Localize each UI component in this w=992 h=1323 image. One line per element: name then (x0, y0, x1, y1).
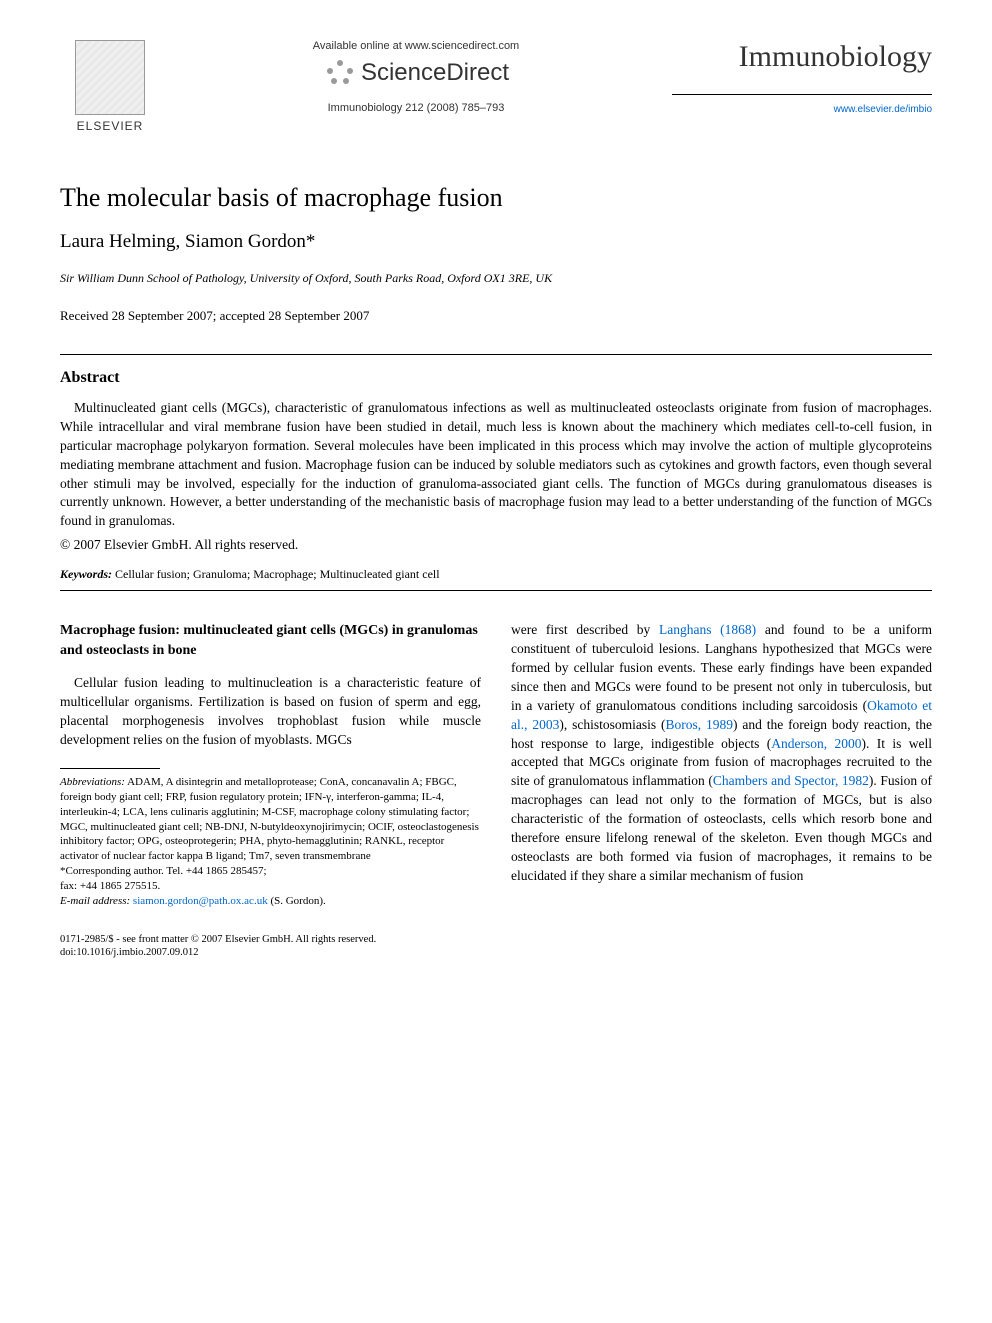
abstract-top-rule (60, 354, 932, 355)
footnote-rule (60, 768, 160, 769)
body-text: ), schistosomiasis ( (559, 717, 665, 732)
email-link[interactable]: siamon.gordon@path.ox.ac.uk (130, 895, 268, 907)
keywords-label: Keywords: (60, 567, 112, 581)
sciencedirect-dots-icon (323, 58, 353, 88)
abstract-heading: Abstract (60, 369, 932, 387)
email-line: E-mail address: siamon.gordon@path.ox.ac… (60, 894, 481, 909)
journal-name: Immunobiology (672, 40, 932, 74)
keywords-text: Cellular fusion; Granuloma; Macrophage; … (112, 567, 440, 581)
body-columns: Macrophage fusion: multinucleated giant … (60, 621, 932, 908)
corresponding-author: *Corresponding author. Tel. +44 1865 285… (60, 864, 481, 879)
doi-line: doi:10.1016/j.imbio.2007.09.012 (60, 946, 932, 960)
journal-link[interactable]: www.elsevier.de/imbio (834, 104, 932, 115)
reference-link[interactable]: Langhans (1868) (659, 622, 756, 637)
abbreviations-footnote: Abbreviations: ADAM, A disintegrin and m… (60, 775, 481, 864)
reference-link[interactable]: Anderson, 2000 (771, 736, 861, 751)
header-divider (672, 94, 932, 95)
front-matter-line: 0171-2985/$ - see front matter © 2007 El… (60, 933, 932, 947)
received-date: Received 28 September 2007; accepted 28 … (60, 308, 932, 324)
column-left: Macrophage fusion: multinucleated giant … (60, 621, 481, 908)
email-label: E-mail address: (60, 895, 130, 907)
abstract-copyright: © 2007 Elsevier GmbH. All rights reserve… (60, 537, 932, 553)
section-heading: Macrophage fusion: multinucleated giant … (60, 621, 481, 660)
abbreviations-text: ADAM, A disintegrin and metalloprotease;… (60, 776, 479, 862)
body-text: ). Fusion of macrophages can lead not on… (511, 773, 932, 882)
fax: fax: +44 1865 275515. (60, 879, 481, 894)
reference-link[interactable]: Chambers and Spector, 1982 (713, 773, 869, 788)
elsevier-label: ELSEVIER (77, 119, 144, 133)
publisher-block: ELSEVIER (60, 40, 160, 133)
keywords: Keywords: Cellular fusion; Granuloma; Ma… (60, 567, 932, 582)
available-online-text: Available online at www.sciencedirect.co… (160, 40, 672, 52)
column-right: were first described by Langhans (1868) … (511, 621, 932, 908)
email-suffix: (S. Gordon). (268, 895, 326, 907)
article-title: The molecular basis of macrophage fusion (60, 183, 932, 213)
citation-text: Immunobiology 212 (2008) 785–793 (160, 102, 672, 114)
abstract-text: Multinucleated giant cells (MGCs), chara… (60, 399, 932, 531)
abstract-bottom-rule (60, 590, 932, 591)
affiliation: Sir William Dunn School of Pathology, Un… (60, 271, 932, 286)
body-paragraph-2: were first described by Langhans (1868) … (511, 621, 932, 885)
reference-link[interactable]: Boros, 1989 (665, 717, 733, 732)
sciencedirect-logo: ScienceDirect (160, 58, 672, 88)
sciencedirect-text: ScienceDirect (361, 59, 509, 87)
body-text: were first described by (511, 622, 659, 637)
page-header: ELSEVIER Available online at www.science… (60, 40, 932, 133)
bottom-meta: 0171-2985/$ - see front matter © 2007 El… (60, 933, 932, 960)
elsevier-tree-icon (75, 40, 145, 115)
authors: Laura Helming, Siamon Gordon* (60, 231, 932, 253)
header-center: Available online at www.sciencedirect.co… (160, 40, 672, 114)
header-right: Immunobiology www.elsevier.de/imbio (672, 40, 932, 117)
body-paragraph-1: Cellular fusion leading to multinucleati… (60, 674, 481, 750)
abbreviations-label: Abbreviations: (60, 776, 125, 788)
